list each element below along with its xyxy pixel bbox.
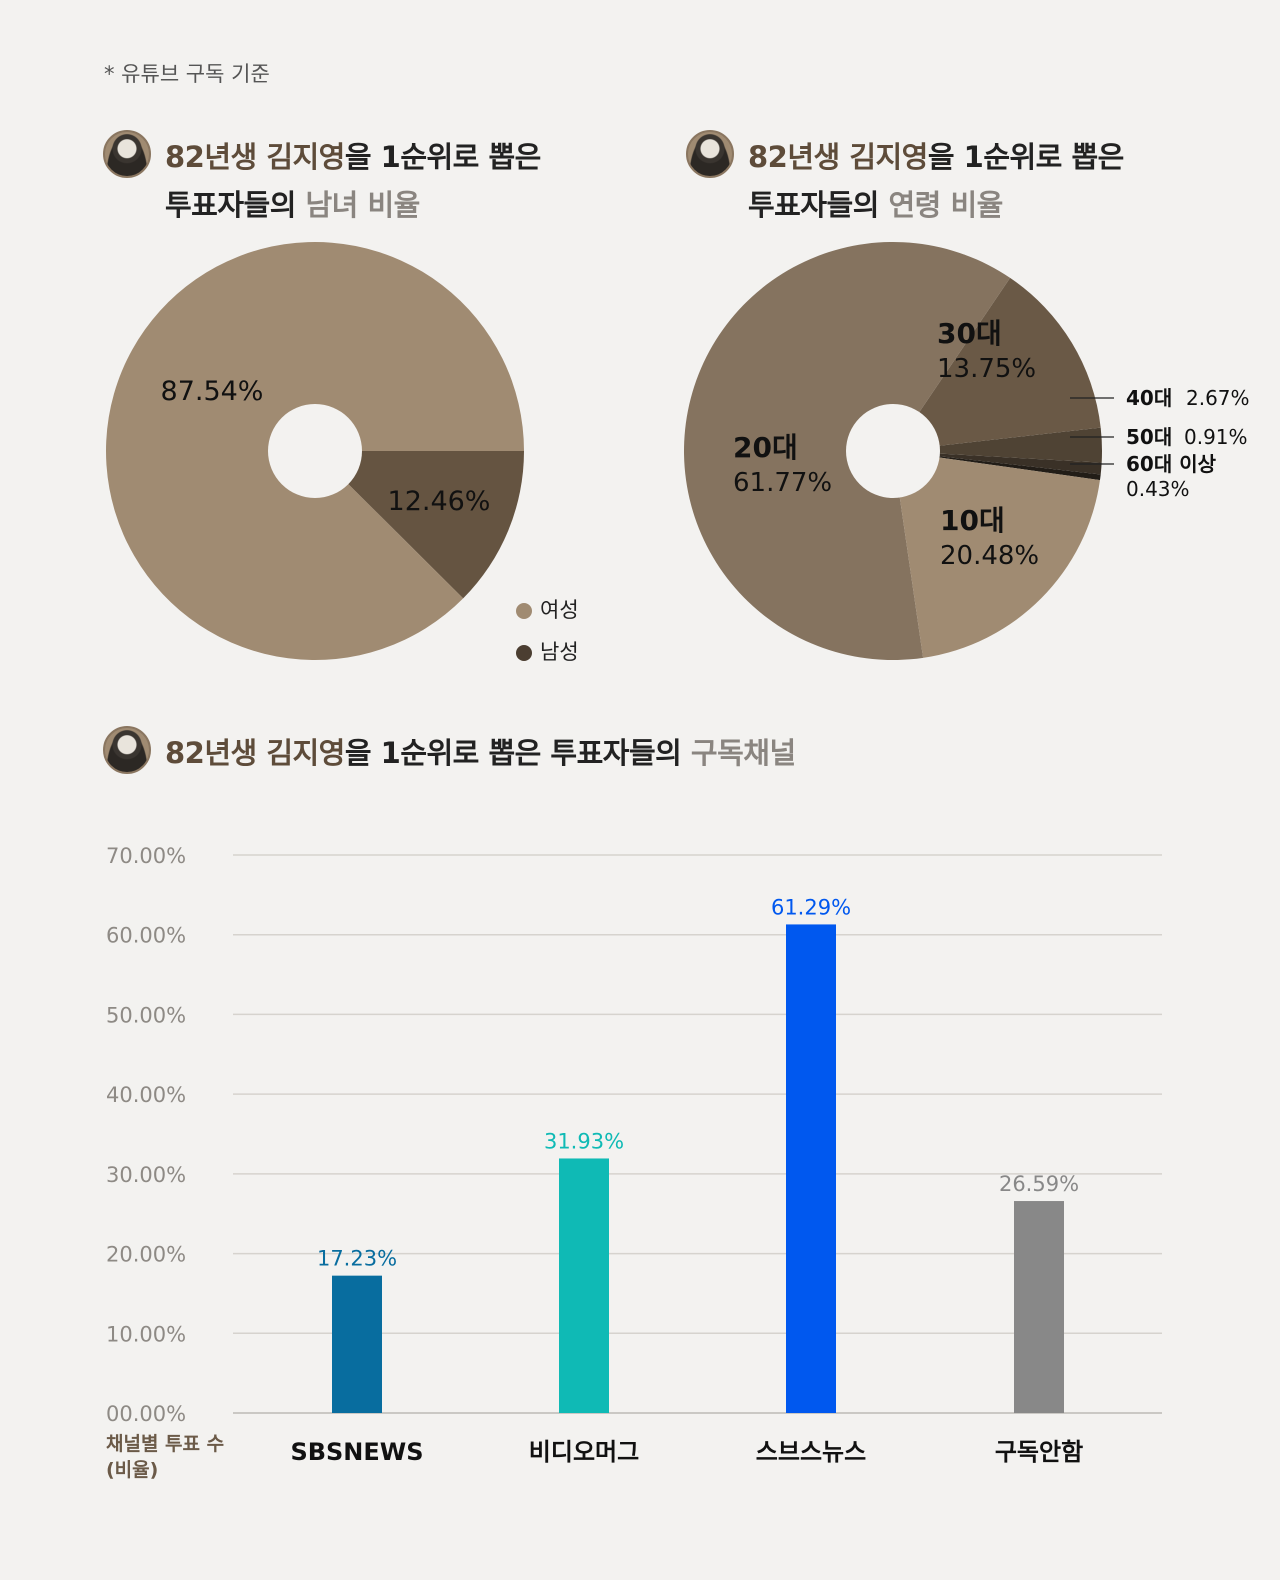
age-label-10s-name: 10대 <box>940 504 1005 537</box>
category-label: SBSNEWS <box>290 1438 423 1466</box>
age-label-30s-value: 13.75% <box>937 354 1036 384</box>
legend-item-female: 여성 <box>516 594 579 624</box>
bar-value-label: 61.29% <box>771 895 851 919</box>
pie-center-hole <box>268 404 362 498</box>
gender-label-male: 12.46% <box>388 486 491 517</box>
y-tick-label: 10.00% <box>106 1322 186 1346</box>
bar <box>786 924 836 1413</box>
y-tick-label: 20.00% <box>106 1243 186 1267</box>
legend-dot-male-icon <box>516 645 532 661</box>
age-pie-slice <box>893 277 1101 451</box>
title-dark-text: 을 1순위로 뽑은 <box>344 140 541 174</box>
category-label: 스브스뉴스 <box>756 1438 866 1466</box>
title-grey-text: 남녀 비율 <box>305 188 421 222</box>
bar <box>1014 1201 1064 1413</box>
age-pie-slice <box>893 451 1101 481</box>
age-label-60s-name: 60대 이상 <box>1126 452 1217 476</box>
title-grey-text: 구독채널 <box>690 736 796 770</box>
age-label-50s-name: 50대 <box>1126 425 1172 449</box>
kim-jiyoung-avatar-icon <box>686 130 734 178</box>
bar-value-label: 31.93% <box>544 1129 624 1153</box>
y-tick-label: 30.00% <box>106 1163 186 1187</box>
category-label: 비디오머그 <box>529 1438 639 1466</box>
y-tick-label: 60.00% <box>106 924 186 948</box>
channel-bar-chart: 00.00% 10.00% 20.00% 30.00% 40.00% 50.00% 60.0… <box>106 844 1162 1481</box>
title-brown-text: 82년생 김지영 <box>165 140 345 174</box>
gender-pie-slice <box>315 451 524 599</box>
title-dark-text: 을 1순위로 뽑은 투표자들의 <box>344 736 691 770</box>
age-label-40s-name: 40대 <box>1126 386 1172 410</box>
kim-jiyoung-avatar-icon <box>103 726 151 774</box>
title-dark-text: 투표자들의 <box>165 188 306 222</box>
x-axis-title-unit: (비율) <box>106 1459 158 1481</box>
age-label-20s-value: 61.77% <box>733 468 832 498</box>
age-label-50s-value: 0.91% <box>1184 425 1248 449</box>
title-dark-text: 투표자들의 <box>748 188 889 222</box>
title-dark-text: 을 1순위로 뽑은 <box>927 140 1124 174</box>
age-pie-chart: 20대 61.77% 30대 13.75% 10대 20.48% 40대 2.6… <box>683 241 1250 660</box>
kim-jiyoung-avatar-icon <box>103 130 151 178</box>
age-label-10s-value: 20.48% <box>940 541 1039 571</box>
y-tick-label: 70.00% <box>106 844 186 868</box>
y-tick-label: 00.00% <box>106 1402 186 1426</box>
legend-item-male: 남성 <box>516 636 579 666</box>
x-axis-title: 채널별 투표 수 <box>106 1433 224 1455</box>
title-brown-text: 82년생 김지영 <box>748 140 928 174</box>
y-tick-label: 40.00% <box>106 1083 186 1107</box>
age-label-30s-name: 30대 <box>937 317 1002 350</box>
pie-center-hole <box>846 404 940 498</box>
category-label: 구독안함 <box>995 1438 1083 1466</box>
gender-label-female: 87.54% <box>161 376 264 407</box>
bar-value-label: 17.23% <box>317 1247 397 1271</box>
age-label-20s-name: 20대 <box>733 431 798 464</box>
bar <box>559 1158 609 1413</box>
gender-pie-chart: 87.54% 12.46% <box>105 242 525 661</box>
title-brown-text: 82년생 김지영 <box>165 736 345 770</box>
legend-label-male: 남성 <box>540 640 579 664</box>
bar <box>332 1275 382 1413</box>
title-grey-text: 연령 비율 <box>888 188 1004 222</box>
source-note: * 유튜브 구독 기준 <box>104 62 270 86</box>
age-label-60s-value: 0.43% <box>1126 477 1190 501</box>
legend-label-female: 여성 <box>540 598 579 622</box>
age-pie-slice <box>893 451 1100 658</box>
age-label-40s-value: 2.67% <box>1186 386 1250 410</box>
age-pie-slice <box>893 451 1102 475</box>
y-tick-label: 50.00% <box>106 1003 186 1027</box>
legend-dot-female-icon <box>516 603 532 619</box>
bar-value-label: 26.59% <box>999 1172 1079 1196</box>
age-pie-slice <box>893 427 1102 463</box>
